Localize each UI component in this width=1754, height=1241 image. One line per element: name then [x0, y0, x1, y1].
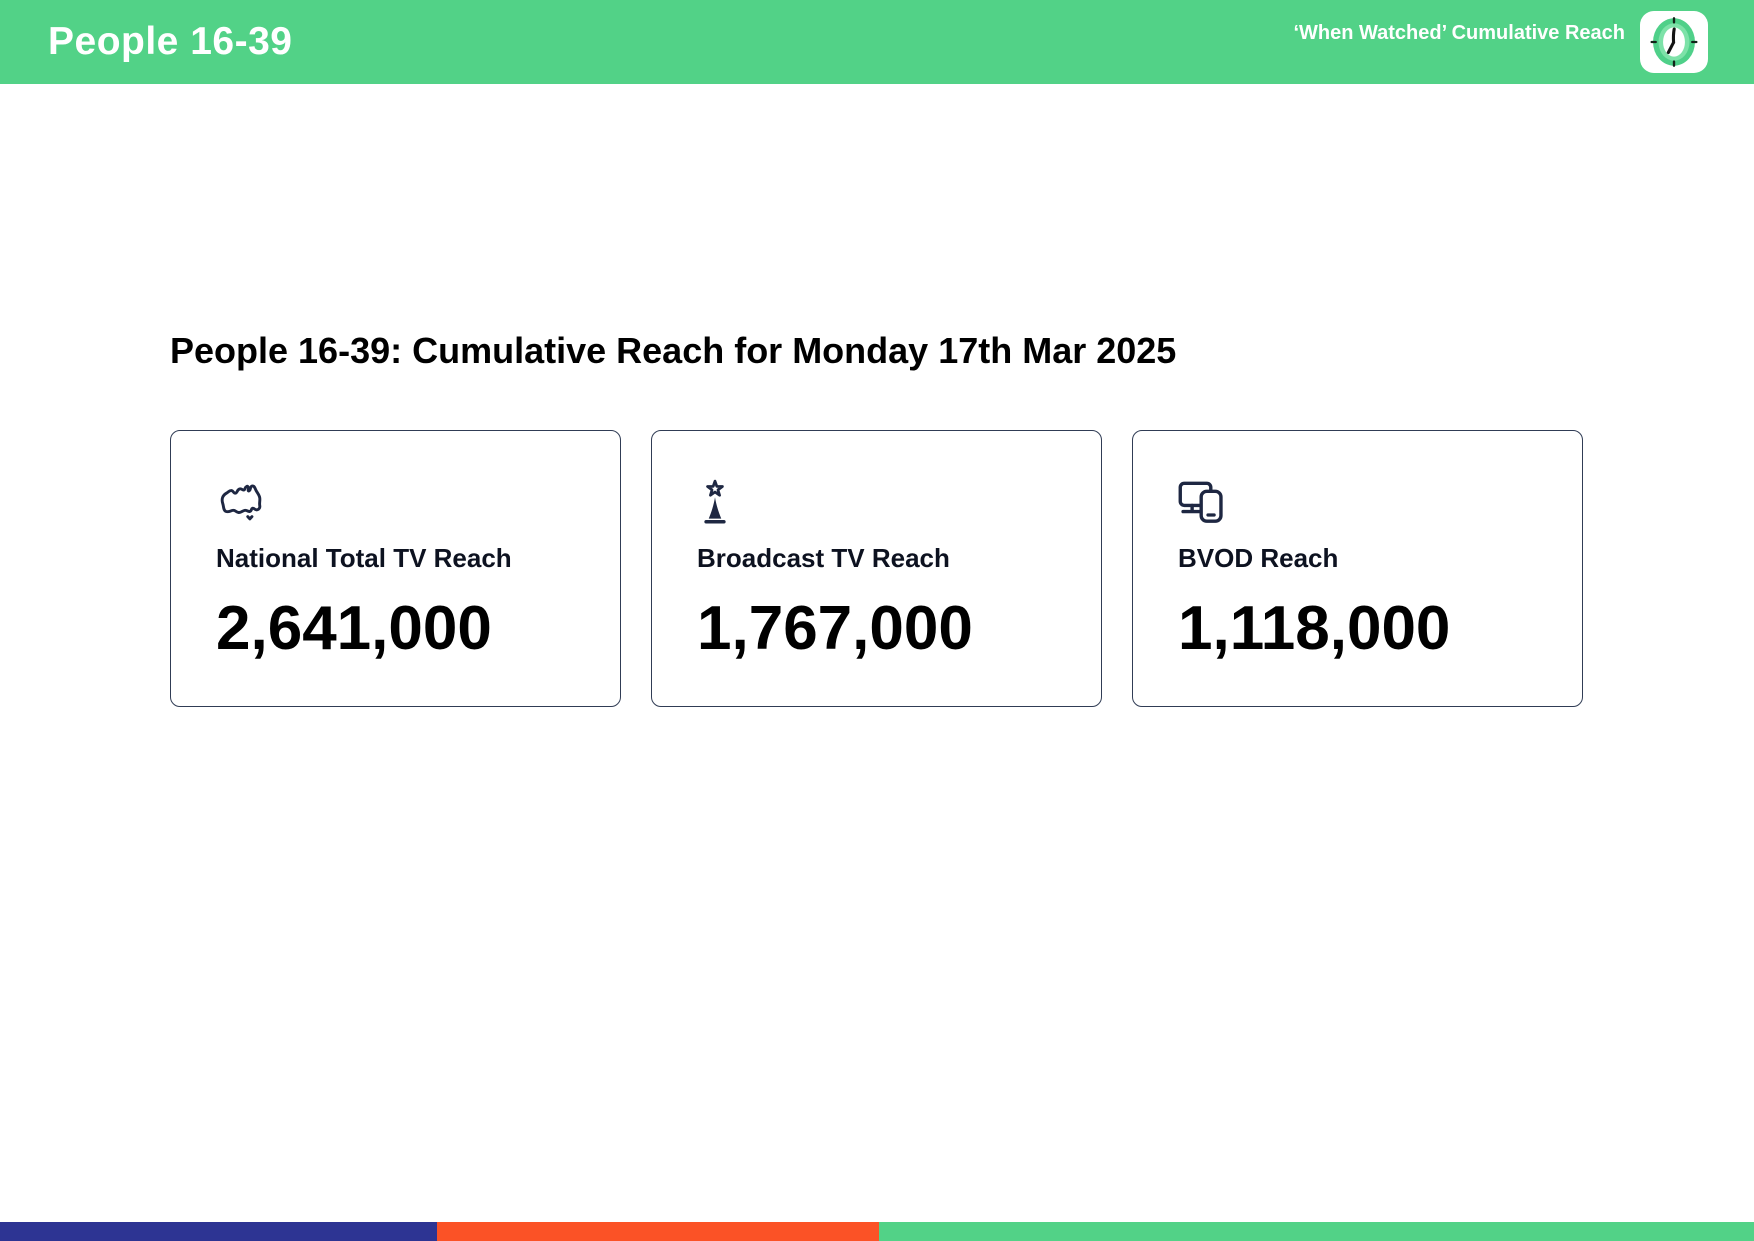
card-label: National Total TV Reach: [216, 543, 512, 573]
card-icon-wrap: [216, 479, 580, 531]
card-icon-wrap: [697, 479, 1061, 531]
kpi-cards-row: National Total TV Reach 2,641,000 Broadc…: [170, 430, 1754, 707]
broadcast-tower-icon: [704, 479, 726, 524]
footer-bar-segment-green: [878, 1222, 1754, 1241]
main-content: People 16-39: Cumulative Reach for Monda…: [0, 84, 1754, 707]
card-icon-wrap: [1178, 479, 1542, 531]
header-right: ‘When Watched’ Cumulative Reach: [1293, 11, 1708, 73]
card-value: 1,767,000: [697, 594, 973, 663]
footer-bar-segment-blue: [0, 1222, 437, 1241]
footer-bar-segment-orange: [436, 1222, 879, 1241]
tv-and-phone-devices-icon: [1178, 481, 1223, 523]
card-value: 2,641,000: [216, 594, 492, 663]
australia-map-icon: [220, 484, 262, 521]
header-subtitle: ‘When Watched’ Cumulative Reach: [1293, 21, 1625, 44]
footer-color-bar: [0, 1222, 1754, 1241]
page-title: People 16-39: [48, 20, 293, 63]
kpi-card-bvod: BVOD Reach 1,118,000: [1132, 430, 1583, 707]
logo-tile: [1640, 11, 1708, 73]
report-heading: People 16-39: Cumulative Reach for Monda…: [170, 330, 1177, 371]
kpi-card-broadcast-tv: Broadcast TV Reach 1,767,000: [651, 430, 1102, 707]
kpi-card-national-total-tv: National Total TV Reach 2,641,000: [170, 430, 621, 707]
card-value: 1,118,000: [1178, 594, 1451, 663]
card-label: BVOD Reach: [1178, 543, 1339, 573]
header-bar: People 16-39 ‘When Watched’ Cumulative R…: [0, 0, 1754, 84]
clock-icon: [1650, 17, 1698, 67]
card-label: Broadcast TV Reach: [697, 543, 950, 573]
